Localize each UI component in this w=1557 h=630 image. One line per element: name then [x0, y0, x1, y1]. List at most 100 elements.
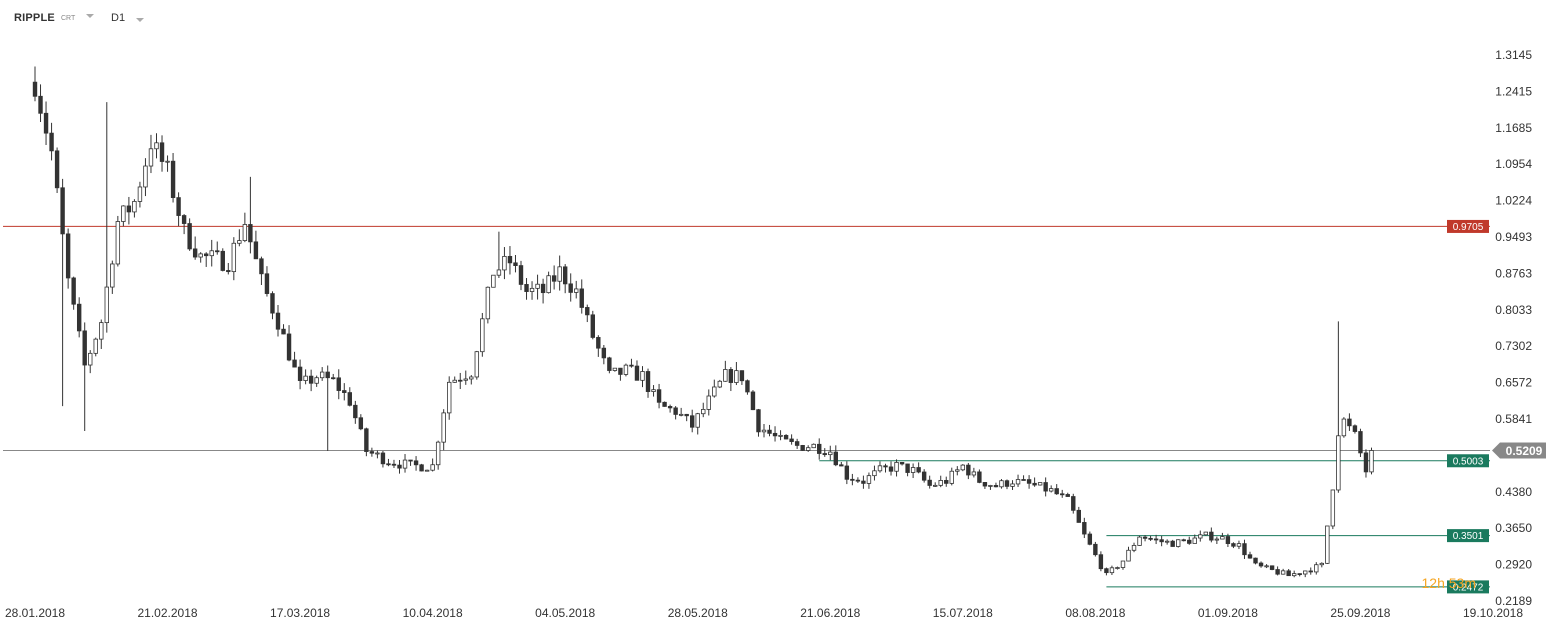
candle-body — [491, 274, 496, 288]
candle-body — [187, 223, 192, 250]
candle-body — [618, 367, 623, 375]
candle-body — [1330, 489, 1336, 527]
candle-body — [54, 150, 60, 189]
candle-body — [993, 485, 999, 488]
candle-body — [270, 293, 275, 314]
x-tick-label: 21.06.2018 — [800, 606, 860, 620]
source-dropdown-caret-icon[interactable] — [86, 14, 94, 18]
candle-body — [1286, 570, 1291, 577]
candle-body — [319, 371, 325, 379]
candle-body — [88, 352, 93, 366]
candle-body — [1137, 536, 1142, 546]
candle-body — [93, 338, 98, 354]
candle-body — [1142, 536, 1148, 539]
x-tick-label: 15.07.2018 — [933, 606, 993, 620]
candle-body — [458, 379, 463, 382]
candle-body — [176, 197, 181, 216]
candle-body — [1109, 567, 1115, 574]
candle-body — [1297, 573, 1302, 576]
candle-body — [480, 318, 485, 353]
candle-body — [215, 250, 220, 253]
source-label[interactable]: CRT — [61, 15, 76, 22]
candle-body — [253, 241, 259, 260]
candle-body — [629, 364, 634, 367]
candle-body — [1336, 435, 1341, 491]
candle-body — [1065, 494, 1070, 497]
support-level-tag — [1447, 529, 1489, 543]
candle-body — [817, 443, 822, 454]
symbol-label[interactable]: RIPPLE — [14, 12, 55, 24]
candle-body — [966, 464, 971, 476]
y-tick-label: 0.4380 — [1495, 485, 1532, 499]
candle-body — [1214, 538, 1220, 541]
candle-body — [1264, 565, 1269, 568]
candle-body — [861, 480, 866, 484]
candle-body — [391, 463, 397, 466]
x-tick-label: 25.09.2018 — [1330, 606, 1390, 620]
candle-body — [419, 464, 424, 472]
candle-body — [226, 270, 231, 273]
candle-body — [1187, 539, 1192, 544]
candle-body — [507, 255, 513, 264]
candle-body — [800, 445, 805, 451]
candle-body — [485, 286, 491, 320]
candle-body — [1082, 522, 1087, 535]
candle-body — [115, 221, 121, 265]
candle-body — [336, 377, 341, 391]
timeframe-label[interactable]: D1 — [111, 12, 126, 24]
candle-body — [159, 142, 165, 162]
candle-body — [811, 443, 816, 449]
y-tick-label: 1.2415 — [1495, 84, 1532, 98]
candle-body — [783, 434, 789, 440]
candle-body — [408, 459, 413, 462]
candle-body — [303, 375, 308, 381]
candle-body — [99, 322, 104, 340]
resistance-level-label: 0.9705 — [1453, 222, 1484, 233]
candle-body — [927, 479, 932, 486]
y-tick-label: 0.9493 — [1495, 230, 1532, 244]
candle-body — [662, 401, 667, 407]
timeframe-dropdown-caret-icon[interactable] — [136, 18, 144, 22]
candle-body — [750, 391, 756, 411]
candle-body — [76, 303, 82, 332]
candle-body — [1258, 562, 1264, 567]
candle-body — [463, 378, 468, 381]
candle-body — [678, 413, 684, 416]
candle-body — [767, 429, 772, 434]
candle-body — [242, 224, 248, 241]
candle-body — [413, 460, 419, 466]
candle-body — [1126, 549, 1131, 562]
candle-body — [1153, 538, 1159, 541]
candle-body — [562, 266, 568, 285]
candle-body — [557, 266, 562, 282]
candle-body — [1148, 537, 1153, 540]
candle-body — [1253, 557, 1258, 564]
candle-body — [1071, 496, 1076, 511]
candle-body — [110, 263, 115, 288]
candle-body — [397, 464, 402, 469]
candle-body — [259, 258, 264, 275]
y-tick-label: 0.2189 — [1495, 594, 1532, 608]
candle-body — [165, 160, 170, 163]
candle-body — [690, 415, 695, 428]
candle-body — [745, 380, 750, 393]
price-levels — [3, 225, 1490, 588]
candle-body — [209, 250, 214, 257]
candle-body — [805, 447, 811, 451]
y-tick-label: 0.3650 — [1495, 521, 1532, 535]
candle-body — [1209, 531, 1214, 541]
candle-body — [833, 451, 838, 466]
candle-body — [342, 390, 347, 393]
candle-body — [60, 187, 65, 235]
candle-body — [308, 375, 314, 384]
candle-body — [794, 441, 800, 446]
x-tick-label: 01.09.2018 — [1198, 606, 1258, 620]
candle-body — [353, 404, 358, 419]
level-labels: 0.9705 0.5003 0.3501 0.2472 0.5209 — [1447, 219, 1546, 594]
y-tick-label: 0.6572 — [1495, 376, 1532, 390]
chart-toolbar: RIPPLE CRT D1 — [0, 0, 400, 36]
candle-body — [888, 466, 894, 472]
candle-body — [220, 250, 225, 271]
candle-body — [248, 224, 253, 243]
